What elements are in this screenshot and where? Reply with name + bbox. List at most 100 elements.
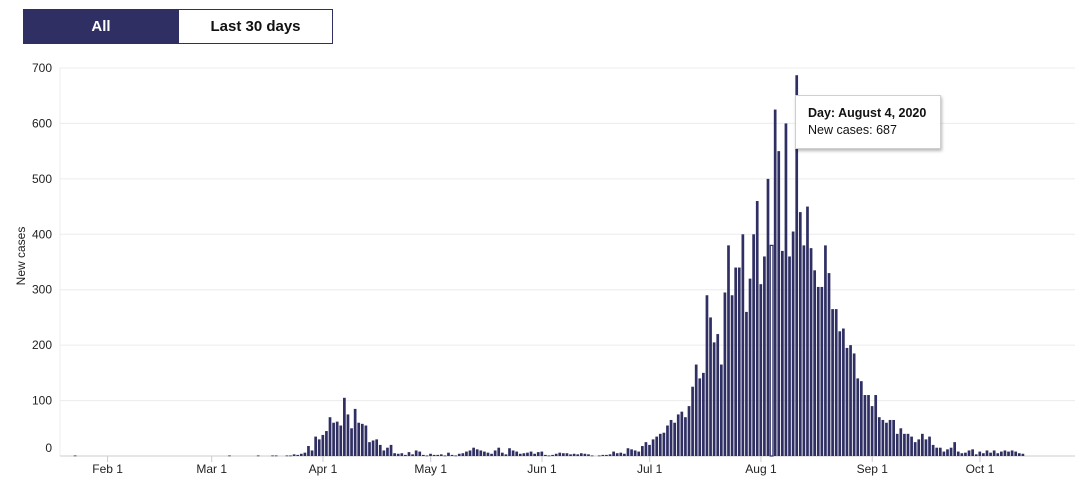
bar[interactable] (723, 292, 727, 456)
bar[interactable] (924, 439, 928, 456)
bar[interactable] (256, 455, 260, 457)
bar[interactable] (310, 450, 314, 456)
bar[interactable] (795, 75, 799, 457)
bar[interactable] (669, 419, 673, 456)
bar[interactable] (813, 270, 817, 456)
bar[interactable] (515, 451, 519, 456)
bar[interactable] (357, 422, 361, 456)
bar[interactable] (712, 342, 716, 456)
bar[interactable] (371, 440, 375, 456)
bar[interactable] (928, 436, 931, 456)
last-30-days-button[interactable]: Last 30 days (178, 10, 332, 43)
bar[interactable] (942, 451, 946, 456)
bar[interactable] (303, 452, 307, 456)
bar[interactable] (407, 452, 411, 456)
bar[interactable] (400, 453, 404, 456)
bar[interactable] (946, 449, 949, 456)
bar[interactable] (457, 453, 461, 456)
bar[interactable] (773, 109, 777, 456)
bar[interactable] (885, 422, 888, 456)
bar[interactable] (468, 450, 472, 456)
bar[interactable] (479, 450, 483, 456)
bar[interactable] (676, 414, 680, 456)
bar[interactable] (816, 286, 820, 456)
bar[interactable] (378, 444, 382, 456)
bar[interactable] (691, 386, 694, 456)
bar[interactable] (386, 447, 389, 456)
bar[interactable] (727, 245, 730, 456)
bar[interactable] (630, 449, 633, 456)
bar[interactable] (375, 439, 379, 456)
bar[interactable] (511, 450, 515, 456)
bar[interactable] (906, 433, 910, 456)
bar[interactable] (874, 395, 878, 456)
bar[interactable] (777, 151, 781, 456)
bar[interactable] (472, 447, 475, 456)
bar[interactable] (540, 451, 544, 456)
bar[interactable] (314, 436, 317, 456)
bar[interactable] (730, 295, 734, 456)
bar[interactable] (651, 439, 655, 456)
bar[interactable] (299, 453, 303, 456)
bar[interactable] (508, 448, 511, 456)
bar[interactable] (626, 448, 630, 456)
bar[interactable] (450, 454, 454, 456)
bar[interactable] (662, 432, 666, 456)
bar[interactable] (554, 453, 558, 456)
bar[interactable] (368, 442, 371, 456)
bar[interactable] (346, 414, 350, 456)
bar[interactable] (533, 453, 536, 456)
bar[interactable] (881, 419, 885, 456)
bar[interactable] (1017, 453, 1021, 456)
bar[interactable] (755, 201, 759, 456)
bar[interactable] (612, 451, 615, 456)
bar[interactable] (852, 353, 856, 456)
bar[interactable] (910, 436, 913, 456)
bar[interactable] (422, 454, 425, 456)
bar[interactable] (964, 452, 967, 456)
bar[interactable] (486, 452, 490, 456)
bar[interactable] (859, 381, 863, 456)
bar[interactable] (863, 395, 867, 456)
bar[interactable] (791, 231, 795, 456)
bar[interactable] (285, 455, 289, 457)
bar[interactable] (705, 295, 709, 456)
bar[interactable] (439, 454, 443, 456)
bar[interactable] (960, 453, 964, 456)
bar[interactable] (343, 397, 346, 456)
bar[interactable] (522, 453, 526, 456)
bar[interactable] (551, 454, 554, 456)
bar[interactable] (838, 331, 842, 456)
bar[interactable] (698, 378, 702, 456)
bar[interactable] (396, 453, 400, 456)
bar[interactable] (640, 446, 644, 456)
bar[interactable] (429, 453, 432, 456)
bar[interactable] (938, 447, 942, 456)
bar[interactable] (709, 317, 712, 456)
bar[interactable] (658, 433, 662, 456)
bar[interactable] (572, 453, 576, 456)
bar[interactable] (583, 453, 587, 456)
bar[interactable] (956, 451, 960, 456)
bar[interactable] (903, 433, 906, 456)
bar[interactable] (483, 451, 486, 456)
bar[interactable] (687, 406, 691, 456)
bar[interactable] (745, 311, 748, 456)
bar[interactable] (680, 411, 684, 456)
bar[interactable] (702, 372, 705, 456)
bar[interactable] (798, 212, 802, 456)
bar[interactable] (806, 206, 809, 456)
bar[interactable] (917, 439, 921, 456)
bar[interactable] (759, 284, 763, 456)
bar[interactable] (741, 234, 745, 456)
bar[interactable] (332, 422, 335, 456)
bar[interactable] (867, 395, 870, 456)
bar[interactable] (382, 450, 386, 456)
bar[interactable] (289, 455, 292, 457)
bar[interactable] (321, 434, 325, 456)
bar[interactable] (971, 449, 974, 456)
bar[interactable] (1010, 450, 1014, 456)
bar[interactable] (788, 256, 791, 456)
bar[interactable] (834, 309, 838, 456)
bar[interactable] (1014, 451, 1018, 456)
